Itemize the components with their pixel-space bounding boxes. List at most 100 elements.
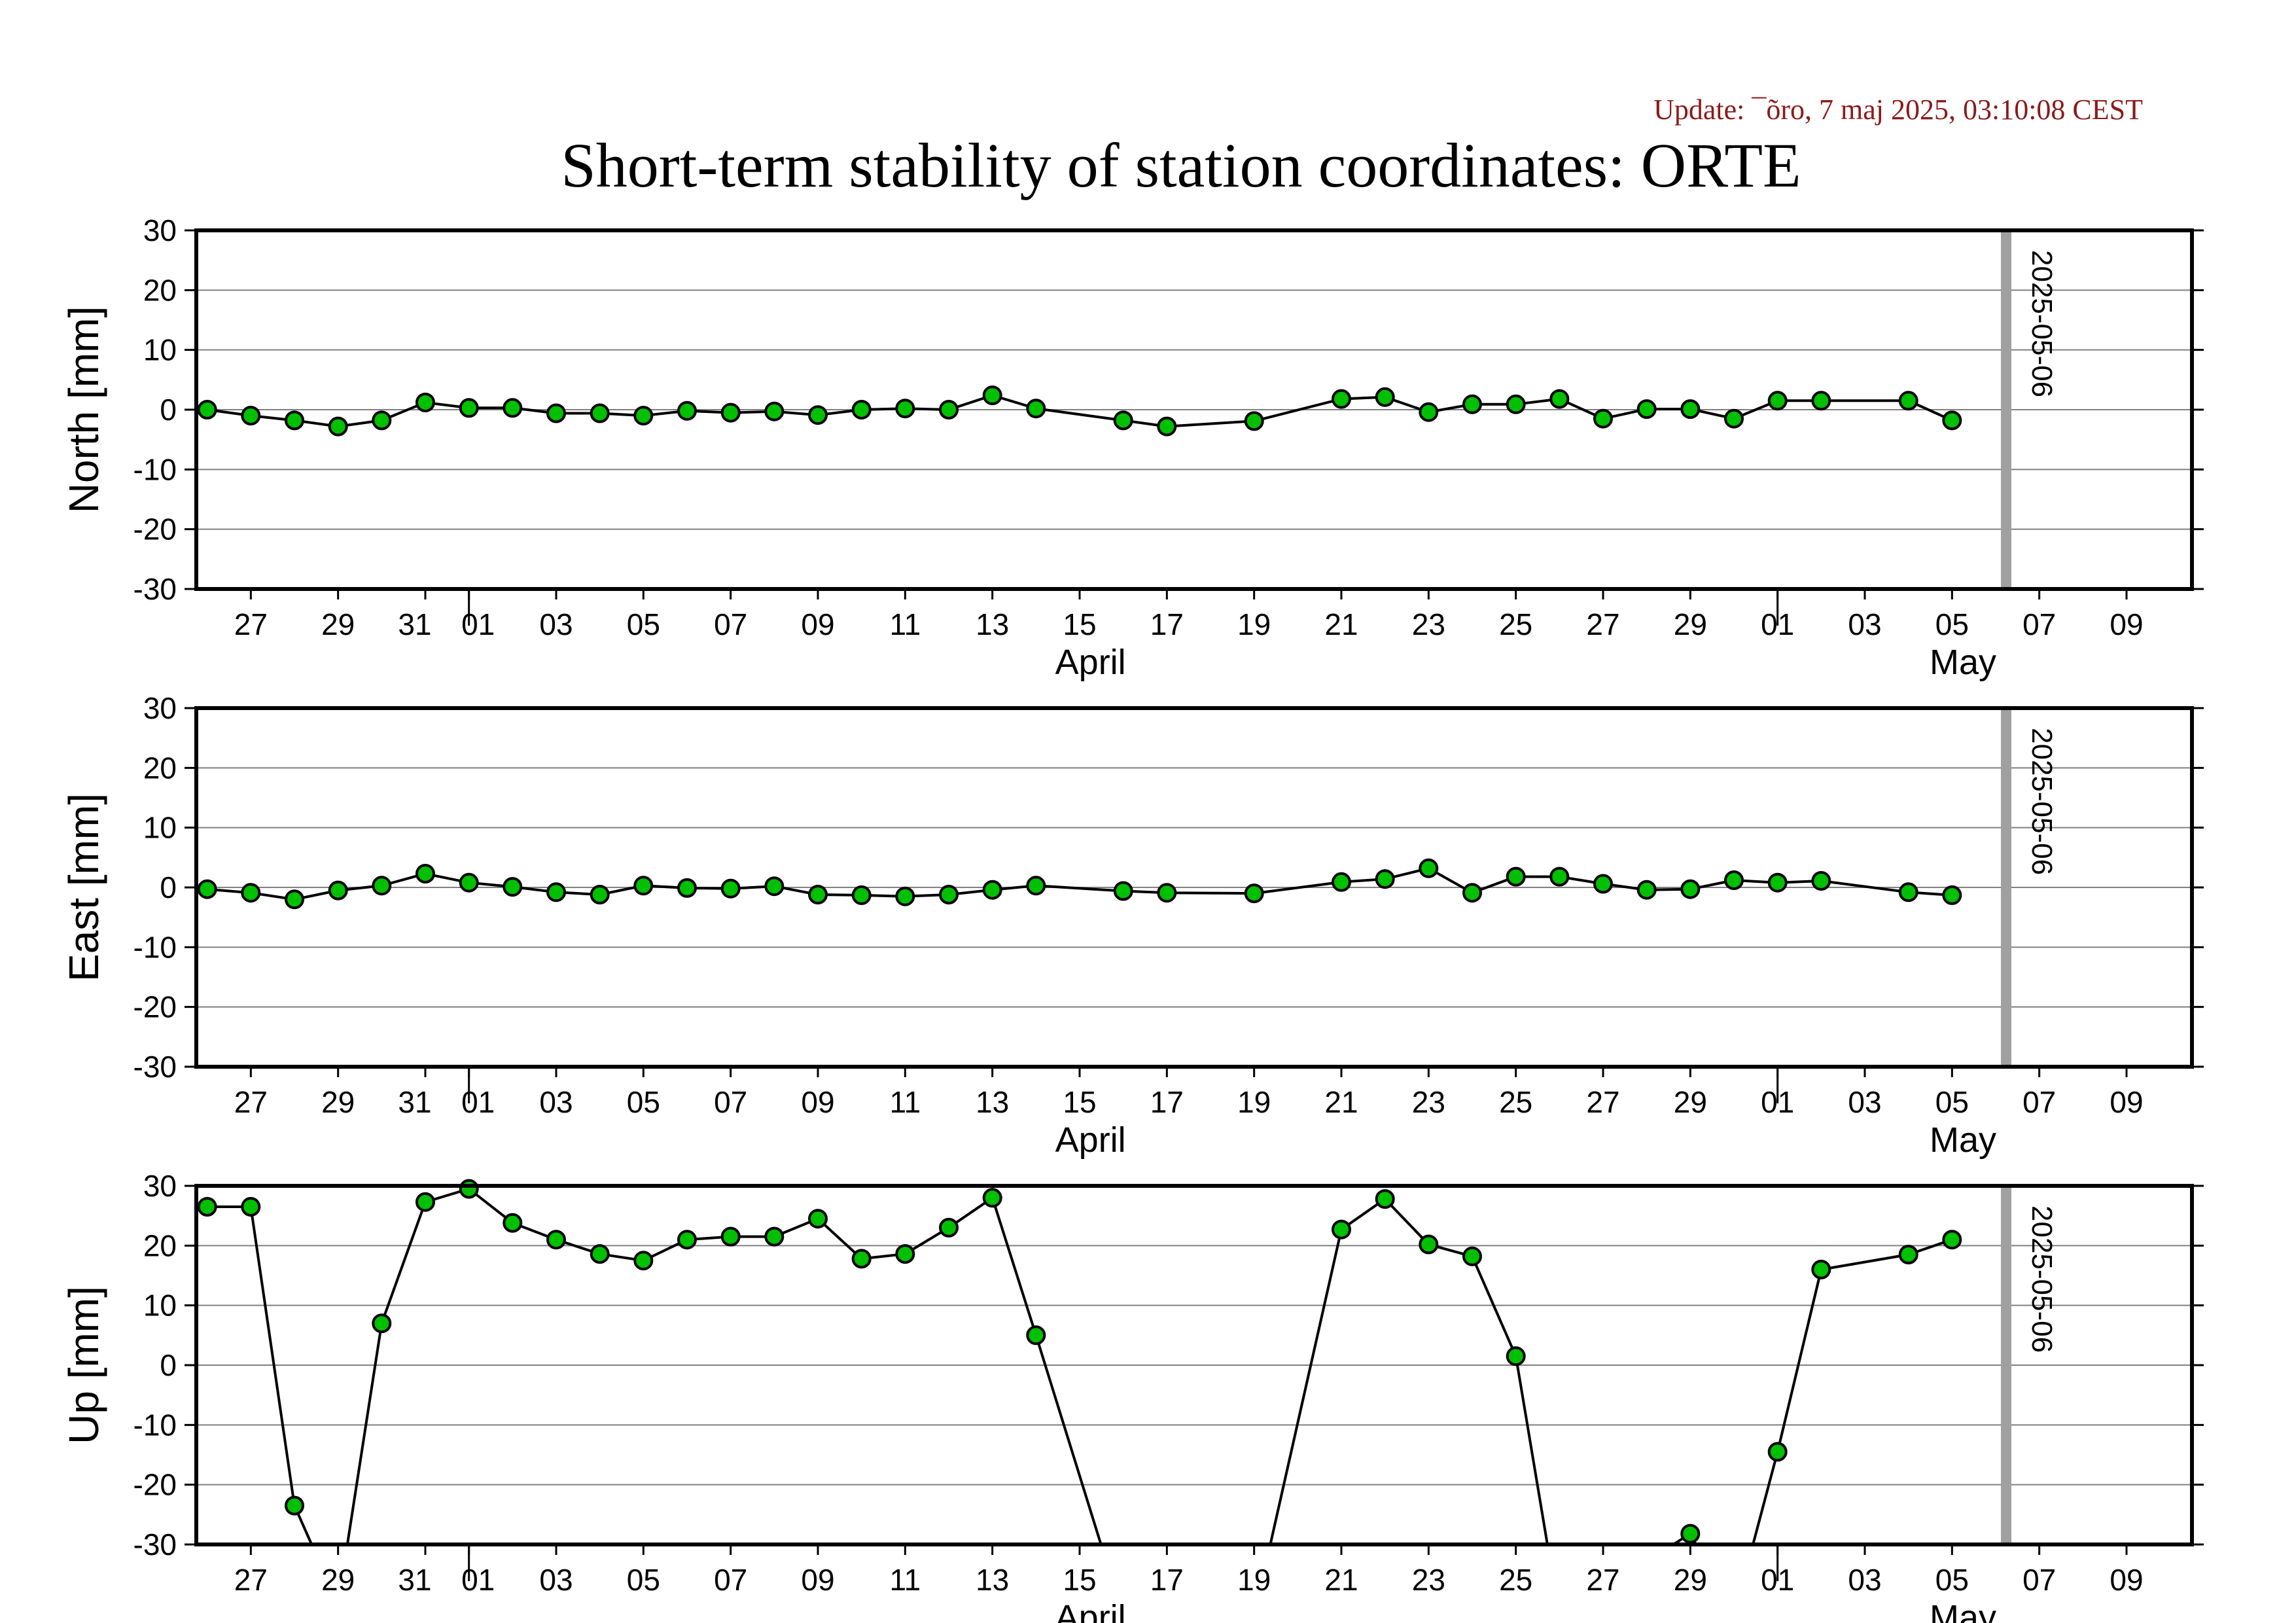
data-point (590, 885, 610, 904)
data-point (1549, 866, 1570, 887)
y-axis-label: North [mm] (60, 306, 107, 513)
data-point (372, 876, 392, 896)
data-point (677, 401, 697, 421)
data-point (1332, 872, 1351, 892)
data-point (1375, 1189, 1395, 1209)
x-tick-label: 11 (889, 607, 921, 641)
y-tick-label: 20 (143, 751, 177, 785)
data-point (459, 1179, 479, 1199)
x-tick-label: 15 (1063, 607, 1096, 641)
data-point (808, 1209, 828, 1229)
data-point (372, 410, 392, 431)
x-tick-label: 25 (1499, 1563, 1532, 1597)
month-label: April (1055, 1120, 1126, 1160)
x-tick-label: 07 (714, 1085, 747, 1119)
panels-group: 30 20 10 0 -10 -20 -30 North [mm] 2025-05-06 27 29… (60, 213, 2204, 1623)
data-point (677, 1230, 697, 1250)
x-tick-label: 23 (1412, 1085, 1445, 1119)
data-point (633, 1251, 654, 1271)
data-point (1680, 1524, 1701, 1544)
x-tick-label: 09 (801, 607, 834, 641)
data-point (982, 880, 1002, 900)
current-date-label: 2025-05-06 (2026, 728, 2058, 875)
data-point (1636, 399, 1657, 419)
x-tick-label: 05 (627, 1085, 660, 1119)
x-tick-label: 01 (461, 1085, 495, 1119)
y-tick-label: -10 (133, 1408, 177, 1442)
data-point (1506, 1346, 1526, 1366)
data-point (1767, 391, 1788, 411)
x-tick-label: 03 (1848, 1563, 1881, 1597)
x-tick-label: 19 (1237, 1563, 1271, 1597)
data-point (982, 385, 1002, 406)
plot-frame (194, 228, 2194, 591)
y-tick-label: 0 (160, 393, 177, 427)
data-point (1811, 871, 1831, 891)
panel-1: 30 20 10 0 -10 -20 -30 East [mm] 2025-05-06 27 29 3… (60, 691, 2204, 1160)
data-point (895, 886, 915, 906)
panel-0: 30 20 10 0 -10 -20 -30 North [mm] 2025-05-06 27 29… (60, 213, 2204, 682)
data-point (1942, 885, 1962, 905)
x-tick-label: 13 (976, 607, 1009, 641)
data-point (851, 1249, 872, 1269)
data-point (1767, 872, 1788, 893)
y-tick-label: -20 (133, 512, 177, 546)
data-point (1244, 411, 1264, 431)
update-timestamp: Update: ¯õro, 7 maj 2025, 03:10:08 CEST (1653, 94, 2143, 126)
y-tick-label: -10 (133, 452, 177, 486)
data-point (1157, 883, 1177, 903)
data-point (415, 864, 435, 883)
data-point (633, 876, 654, 896)
x-tick-label: 03 (1848, 607, 1881, 641)
x-tick-label: 15 (1063, 1563, 1096, 1597)
y-axis-label: East [mm] (60, 793, 107, 982)
data-point (1462, 883, 1482, 903)
data-point (372, 1313, 392, 1334)
month-label: May (1930, 1120, 1996, 1160)
x-tick-label: 05 (1935, 1085, 1969, 1119)
x-tick-label: 27 (234, 607, 268, 641)
x-tick-label: 13 (976, 1563, 1009, 1597)
x-tick-label: 19 (1237, 607, 1271, 641)
data-point (982, 1188, 1002, 1208)
data-point (1593, 408, 1613, 429)
data-point (895, 399, 915, 419)
data-point (808, 405, 828, 425)
x-tick-label: 07 (2022, 1563, 2056, 1597)
x-tick-label: 07 (714, 1563, 747, 1597)
data-point (285, 1495, 304, 1516)
x-tick-label: 27 (234, 1563, 268, 1597)
data-point (546, 403, 566, 423)
plot-frame (194, 1184, 2194, 1546)
data-point (546, 1230, 566, 1250)
y-tick-label: 30 (143, 213, 177, 247)
data-point (764, 1226, 785, 1247)
data-point (1898, 391, 1918, 411)
x-tick-label: 25 (1499, 607, 1532, 641)
data-point (503, 877, 523, 897)
x-tick-label: 17 (1150, 607, 1184, 641)
x-tick-label: 29 (321, 607, 355, 641)
y-tick-label: 20 (143, 1228, 177, 1262)
x-tick-label: 19 (1237, 1085, 1271, 1119)
data-point (1724, 870, 1744, 890)
data-point (1724, 408, 1744, 429)
data-point (1636, 880, 1657, 900)
month-label: May (1930, 643, 1996, 682)
x-tick-label: 03 (1848, 1085, 1881, 1119)
data-point (1898, 1245, 1918, 1264)
data-point (241, 883, 261, 903)
x-tick-label: 29 (321, 1085, 355, 1119)
data-point (720, 1226, 741, 1247)
x-tick-label: 21 (1324, 607, 1358, 641)
x-tick-label: 23 (1412, 607, 1445, 641)
data-point (720, 402, 741, 423)
data-point (939, 400, 959, 419)
data-point (1026, 1325, 1046, 1346)
y-tick-label: -30 (133, 1527, 177, 1561)
x-tick-label: 29 (1674, 607, 1707, 641)
x-tick-label: 09 (2110, 1085, 2143, 1119)
data-point (459, 872, 479, 893)
x-tick-label: 01 (461, 1563, 495, 1597)
y-tick-label: 0 (160, 870, 177, 904)
